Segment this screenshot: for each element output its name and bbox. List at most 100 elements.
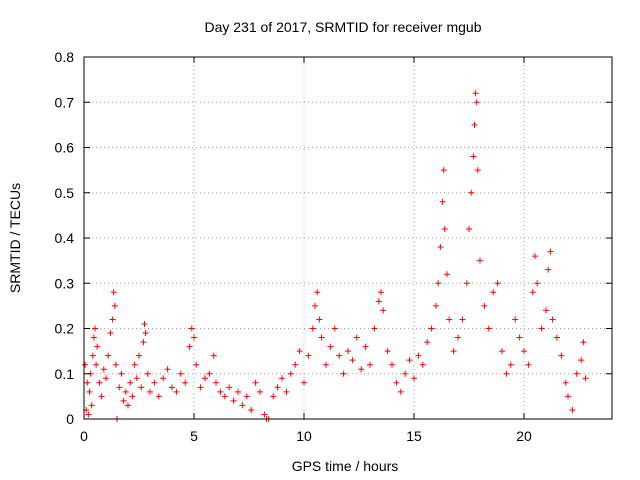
data-point — [226, 384, 233, 391]
x-tick-label: 20 — [516, 428, 532, 444]
data-point — [441, 225, 448, 232]
data-point — [122, 388, 129, 395]
data-point — [147, 388, 153, 395]
data-point — [206, 370, 213, 377]
data-point — [261, 411, 268, 418]
data-point — [88, 402, 95, 409]
data-point — [580, 339, 587, 346]
data-point — [532, 253, 538, 260]
data-point — [98, 393, 105, 400]
data-point — [309, 325, 316, 332]
y-tick-label: 0.1 — [55, 366, 75, 382]
data-point — [93, 361, 100, 368]
data-point — [547, 248, 554, 255]
data-point — [279, 375, 285, 382]
data-point — [419, 361, 426, 368]
data-point — [494, 280, 501, 287]
data-point — [213, 379, 219, 386]
data-point — [116, 384, 123, 391]
data-point — [120, 397, 127, 404]
data-point — [424, 339, 431, 346]
data-point — [331, 325, 338, 332]
data-point — [362, 343, 369, 350]
data-point — [90, 334, 97, 341]
data-point — [107, 330, 114, 337]
data-point — [450, 348, 457, 355]
data-point — [345, 348, 351, 355]
data-point — [292, 361, 299, 368]
data-point — [191, 334, 197, 341]
data-point — [85, 411, 92, 418]
data-point — [155, 393, 162, 400]
data-point — [89, 352, 96, 359]
data-point — [239, 402, 246, 409]
data-point — [318, 334, 325, 341]
data-point — [433, 302, 439, 309]
data-point — [323, 361, 329, 368]
data-point — [411, 375, 417, 382]
data-point — [248, 406, 255, 413]
data-point — [459, 316, 466, 323]
data-point — [164, 366, 171, 373]
data-point — [545, 266, 552, 273]
data-point — [503, 370, 510, 377]
data-point — [103, 375, 109, 382]
data-point — [481, 302, 488, 309]
data-point — [543, 307, 549, 314]
data-point — [455, 334, 461, 341]
data-point — [221, 393, 228, 400]
grid-lines — [84, 57, 612, 419]
data-point — [562, 379, 569, 386]
data-point — [84, 379, 91, 386]
x-tick-label: 5 — [190, 428, 198, 444]
y-axis: 0 0.1 0.2 0.3 0.4 0.5 0.6 0.7 0.8 — [55, 49, 612, 427]
data-point — [193, 361, 200, 368]
data-point — [415, 352, 422, 359]
data-point — [397, 388, 404, 395]
data-point — [296, 348, 303, 355]
data-point — [86, 388, 93, 395]
data-point — [127, 379, 134, 386]
data-point — [133, 375, 140, 382]
y-tick-label: 0.4 — [55, 230, 75, 246]
data-point — [305, 352, 312, 359]
data-point — [169, 384, 175, 391]
data-point — [375, 298, 382, 305]
data-point — [252, 379, 259, 386]
y-axis-title: SRMTID / TECUs — [7, 183, 23, 293]
data-point — [473, 99, 480, 106]
data-point — [82, 361, 89, 368]
data-point — [358, 366, 365, 373]
data-point — [144, 370, 151, 377]
data-point — [490, 289, 497, 296]
data-point — [94, 343, 101, 350]
data-point — [384, 348, 391, 355]
data-point — [118, 370, 125, 377]
data-point — [110, 289, 117, 296]
data-point — [182, 379, 189, 386]
data-point — [188, 325, 195, 332]
data-point — [474, 167, 481, 174]
data-point — [466, 225, 472, 232]
data-point — [499, 348, 505, 355]
data-point — [371, 325, 378, 332]
data-point — [186, 343, 193, 350]
data-point — [437, 244, 444, 251]
y-tick-label: 0.2 — [55, 321, 75, 337]
data-point — [160, 375, 167, 382]
y-tick-label: 0.5 — [55, 185, 75, 201]
data-point — [92, 325, 98, 332]
data-point — [177, 370, 184, 377]
x-axis: 0 5 10 15 20 — [80, 57, 532, 444]
data-point — [283, 388, 290, 395]
data-point — [549, 316, 556, 323]
data-point — [470, 153, 477, 160]
data-point — [428, 325, 435, 332]
data-point — [316, 316, 323, 323]
data-point — [210, 352, 217, 359]
data-point — [471, 121, 478, 128]
data-point — [138, 384, 145, 391]
data-point — [472, 90, 479, 97]
data-point — [235, 388, 241, 395]
